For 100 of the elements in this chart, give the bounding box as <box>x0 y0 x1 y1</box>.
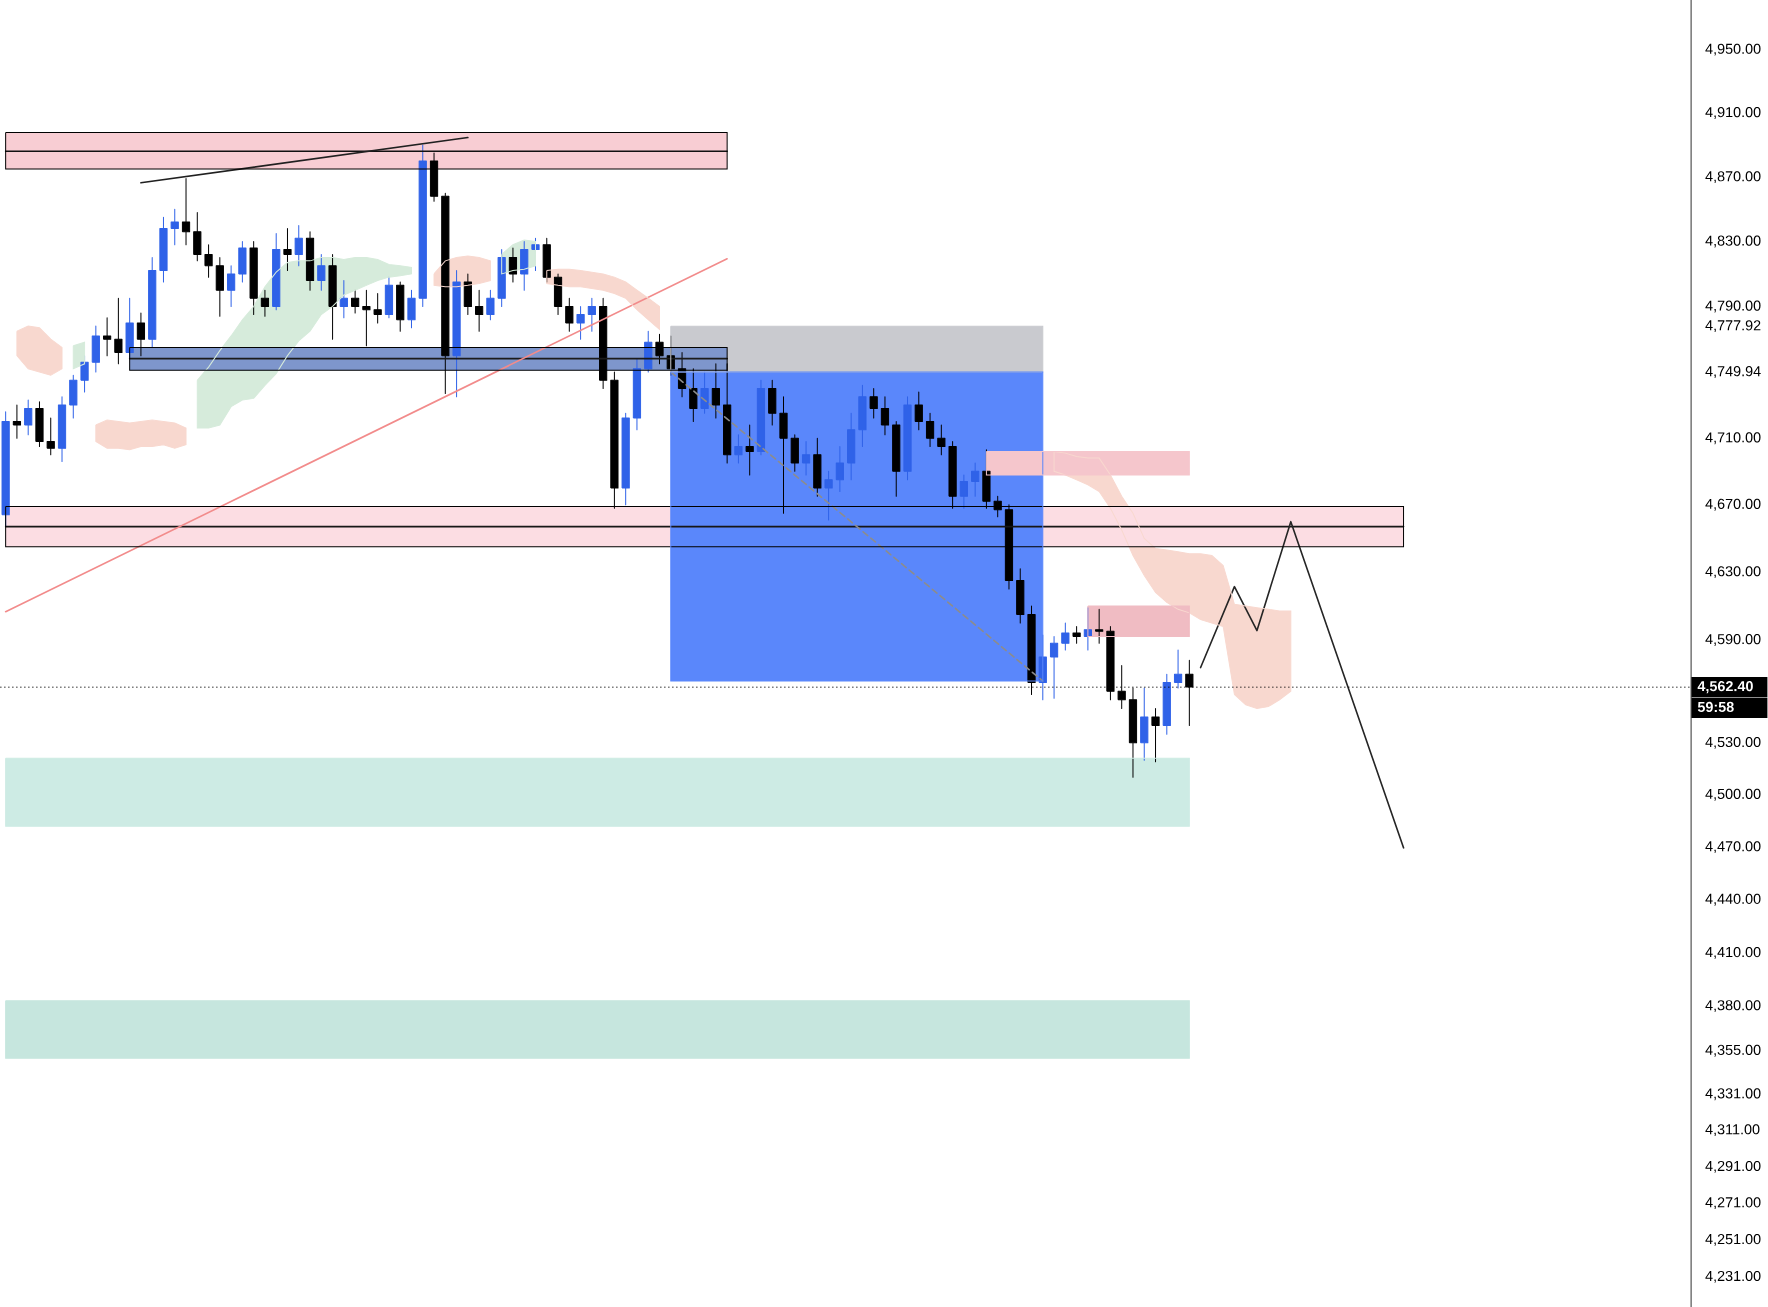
candlestick <box>227 265 236 307</box>
y-tick-label: 4,830.00 <box>1705 235 1761 248</box>
candlestick <box>193 211 202 262</box>
candlestick <box>1185 659 1194 727</box>
y-tick-label: 4,500.00 <box>1705 788 1761 801</box>
candlestick <box>1061 622 1070 651</box>
y-tick-label: 4,590.00 <box>1705 634 1761 646</box>
candlestick <box>1173 649 1183 689</box>
candlestick <box>914 391 923 431</box>
candlestick <box>1095 608 1104 644</box>
candlestick <box>756 379 766 456</box>
candlestick <box>1049 636 1059 699</box>
candlestick <box>880 396 890 436</box>
y-tick-label: 4,470.00 <box>1705 841 1761 854</box>
candlestick <box>46 417 55 456</box>
candlestick <box>768 379 777 426</box>
candlestick <box>114 297 123 365</box>
y-tick-label: 4,331.00 <box>1705 1088 1761 1101</box>
candlestick <box>159 216 168 283</box>
candlestick <box>925 412 935 448</box>
candlestick <box>971 462 980 497</box>
y-tick-label: 4,950.00 <box>1705 43 1761 56</box>
y-tick-label: 4,355.00 <box>1705 1044 1761 1057</box>
candlestick <box>1151 707 1160 763</box>
candlestick <box>351 289 360 314</box>
candlestick <box>463 273 472 316</box>
candlestick <box>858 384 867 448</box>
candlestick <box>847 412 856 481</box>
candlestick <box>204 244 213 278</box>
candlestick <box>475 289 484 332</box>
candlestick <box>1162 673 1171 735</box>
candlestick <box>801 440 811 476</box>
candlestick <box>384 276 394 319</box>
candlestick <box>418 144 427 307</box>
candlestick <box>1072 625 1081 644</box>
candlestick <box>824 470 833 521</box>
y-tick-label: 4,380.00 <box>1705 1000 1761 1013</box>
candlestick <box>305 231 315 291</box>
candlestick <box>69 374 78 419</box>
candlestick <box>91 325 100 373</box>
candlestick <box>632 358 642 431</box>
candlestick <box>24 399 33 436</box>
y-tick-label: 4,530.00 <box>1705 736 1761 749</box>
candlestick <box>903 396 912 481</box>
candlestick <box>328 253 337 340</box>
candlestick <box>486 289 495 321</box>
candlestick <box>497 249 506 307</box>
y-tick-label: 4,251.00 <box>1705 1233 1761 1246</box>
y-tick-label: 4,790.00 <box>1705 300 1761 313</box>
candlestick <box>576 305 585 340</box>
candlestick <box>249 240 258 316</box>
candlestick <box>238 240 247 283</box>
candlestick <box>294 224 303 267</box>
y-tick-label: 4,271.00 <box>1705 1197 1761 1210</box>
candlestick <box>35 401 44 448</box>
y-tick-label: 4,291.00 <box>1705 1160 1761 1173</box>
candlestick <box>283 228 292 272</box>
candlestick <box>520 240 529 291</box>
candlestick <box>959 474 968 509</box>
candlestick <box>700 371 709 414</box>
candlestick <box>148 257 157 348</box>
y-tick-label: 4,630.00 <box>1705 566 1761 579</box>
candlestick <box>790 434 799 472</box>
candlestick <box>317 253 326 291</box>
y-tick-label: 4,440.00 <box>1705 893 1761 906</box>
y-tick-label: 4,231.00 <box>1705 1270 1761 1283</box>
ref-line-label: 4,562.40 <box>1697 681 1753 694</box>
candlestick <box>734 434 743 464</box>
candlestick <box>215 257 224 317</box>
candlestick <box>57 396 67 462</box>
y-tick-label: 4,777.92 <box>1705 320 1761 333</box>
candlestick <box>396 281 405 332</box>
candlestick <box>813 437 822 497</box>
candlestick <box>745 424 754 476</box>
y-tick-label: 4,710.00 <box>1705 432 1761 445</box>
y-tick-label: 4,410.00 <box>1705 946 1761 959</box>
y-tick-label: 4,670.00 <box>1705 498 1761 511</box>
y-tick-label: 4,870.00 <box>1705 171 1761 184</box>
candlestick <box>452 270 461 398</box>
candlestick <box>1140 687 1149 761</box>
y-tick-label: 4,910.00 <box>1705 107 1761 119</box>
line-series <box>1199 520 1405 849</box>
candlestick <box>12 404 22 439</box>
candlestick <box>869 387 878 419</box>
candlestick <box>892 420 901 497</box>
candlestick <box>407 289 416 329</box>
candlestick <box>835 446 844 492</box>
candlestick <box>103 317 112 357</box>
candlestick <box>272 232 281 311</box>
candlestick <box>937 424 946 456</box>
candlestick <box>553 273 563 316</box>
candlestick <box>508 247 518 283</box>
candlestick <box>170 208 179 246</box>
candlestick <box>587 297 596 332</box>
y-tick-label: 4,749.94 <box>1705 366 1761 378</box>
candlestick <box>1016 568 1025 624</box>
candlestick <box>621 412 630 506</box>
y-tick-label: 4,311.00 <box>1705 1124 1760 1137</box>
candlestick <box>181 177 191 246</box>
candlestick <box>260 289 270 317</box>
